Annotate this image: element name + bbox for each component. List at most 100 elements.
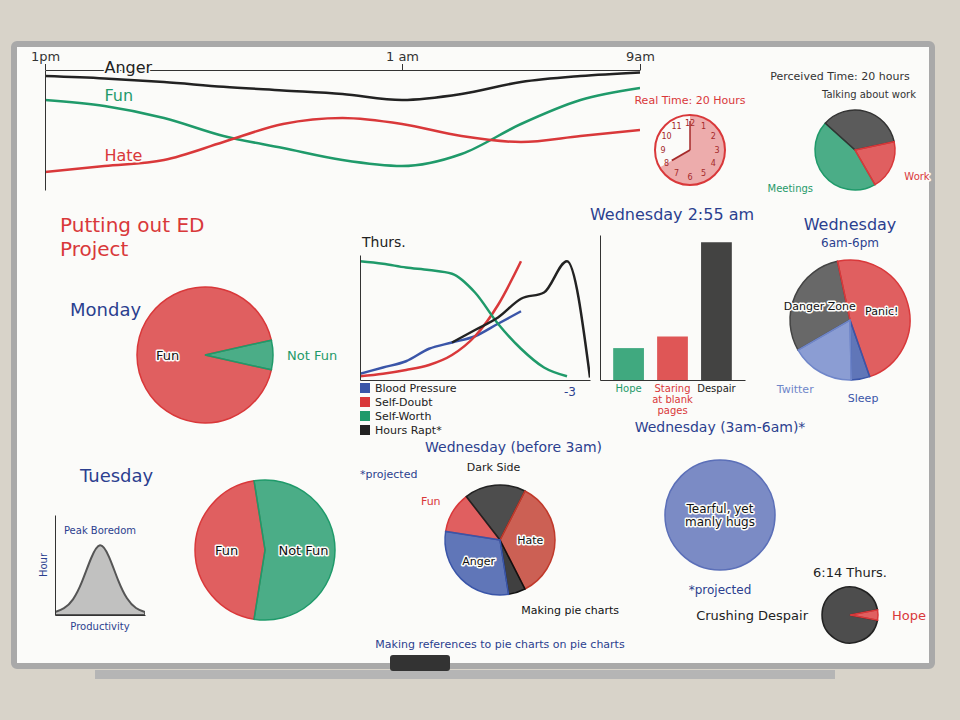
clock-hand (672, 150, 690, 161)
legend-label: Hours Rapt* (375, 424, 442, 437)
clock-title: Real Time: 20 Hours (634, 94, 745, 107)
text-line: Project (60, 237, 129, 261)
slice-label: Not Fun (287, 348, 337, 363)
slice-label: Hope (892, 608, 926, 623)
chart-title: Thurs. (361, 234, 406, 250)
slice-label: Fun (156, 348, 179, 363)
text-line: Not Fun (278, 543, 328, 558)
dial-number: 4 (711, 159, 716, 168)
slice-label: Not Fun (278, 543, 328, 558)
tick-label: Staringat blankpages (652, 383, 693, 416)
wall (0, 0, 960, 720)
chart-title: Wednesday 2:55 am (590, 205, 754, 224)
tick: Despair (697, 380, 736, 394)
pie-slice (205, 340, 273, 370)
axis-title: Hour (38, 552, 49, 577)
slice-label: Dark Side (467, 461, 521, 474)
dial-number: 3 (714, 146, 719, 155)
chart-title: Wednesday (before 3am) (425, 439, 602, 455)
axis (45, 71, 46, 191)
text-line: Fun (215, 543, 238, 558)
bar (701, 242, 732, 380)
pie-slice (254, 480, 335, 620)
tick-label-line: at blank (652, 394, 693, 405)
board (14, 44, 932, 666)
dial-number: 10 (662, 132, 672, 141)
chart-title: Monday (70, 299, 141, 320)
text-line: Panic! (865, 305, 898, 318)
dial-number: 11 (671, 122, 681, 131)
axis-line (360, 256, 361, 381)
legend-label: Self-Worth (375, 410, 431, 423)
slice-label: Panic! (865, 305, 898, 318)
axis-line (56, 615, 146, 616)
tick-label-line: Staring (655, 383, 691, 394)
pie-slice (195, 481, 265, 619)
pie-chart: Danger ZonePanic!SleepTwitterWednesday6a… (776, 215, 910, 405)
axis (361, 380, 591, 381)
pie-chart: FunDark SideHateMaking pie chartsAngerWe… (375, 439, 625, 651)
tick-label: Despair (697, 383, 736, 394)
series-line (452, 261, 590, 377)
area (55, 545, 145, 615)
pie-slice (445, 531, 509, 595)
annotation: *projected (689, 583, 752, 597)
legend-swatch (360, 383, 370, 393)
slice-label: Twitter (776, 383, 814, 396)
clock-face (655, 115, 725, 185)
area-chart: ProductivityHourPeak Boredom (38, 516, 146, 633)
dial-number: 9 (660, 146, 665, 155)
legend-swatch (360, 397, 370, 407)
pie-slice (822, 587, 878, 643)
text-line: manly hugs (685, 515, 755, 529)
slice-label: Hate (517, 534, 543, 547)
slice-label: Fun (215, 543, 238, 558)
tick: Hope (615, 380, 641, 394)
series-line (45, 118, 640, 172)
tick-label-line: Hope (615, 383, 641, 394)
dial-number: 8 (664, 159, 669, 168)
tick-label: Hope (615, 383, 641, 394)
clock: 121234567891011 (655, 115, 725, 185)
tick-label: 9am (626, 49, 655, 64)
plot-area (45, 72, 640, 172)
slice-label: Making pie charts (521, 604, 619, 617)
slice-label: Crushing Despair (696, 608, 809, 623)
chart-title: Perceived Time: 20 hours (770, 70, 910, 83)
series-label: Fun (105, 86, 134, 105)
axis-line (55, 516, 56, 616)
annotation: *projected (360, 468, 417, 481)
chart-title: Tuesday (79, 465, 154, 486)
tick-label: 1pm (31, 49, 60, 64)
bar-chart: Hope Staringat blankpages Despair Wednesday… (590, 205, 754, 416)
axis (360, 256, 361, 381)
chart-title: Wednesday (804, 215, 897, 234)
pie-slice (798, 320, 851, 380)
axis-title: Productivity (70, 621, 129, 632)
chart-title: Real Time: 20 Hours (634, 94, 745, 107)
axis (56, 615, 146, 616)
series-label: Hate (105, 146, 143, 165)
tick-label-line: Despair (697, 383, 736, 394)
axis (55, 516, 56, 616)
text-line: Tearful, yet (686, 502, 754, 516)
slice-label: Anger (462, 555, 495, 568)
slice-label: Talking about work (821, 89, 916, 100)
bar (613, 348, 644, 380)
chart-title: Wednesday (3am-6am)* (635, 419, 806, 435)
tick-label-line: pages (657, 405, 687, 416)
bar (657, 337, 688, 381)
axis-line (361, 380, 591, 381)
series-label: Anger (105, 58, 153, 77)
board-title: Putting out EDProject (60, 213, 205, 261)
slice-label: Tearful, yetmanly hugs (685, 502, 755, 529)
slice-label: Meetings (768, 183, 814, 194)
dial-number: 7 (674, 169, 679, 178)
dial-number: 6 (687, 173, 692, 182)
slice-label: Sleep (848, 392, 879, 405)
line-chart: 1pm 1 am 9am Anger Fun Hate (31, 49, 655, 191)
tick: 1 am (386, 49, 419, 70)
text-line: Anger (462, 555, 495, 568)
slice-label: Danger Zone (784, 300, 856, 313)
axis-line (601, 380, 746, 381)
